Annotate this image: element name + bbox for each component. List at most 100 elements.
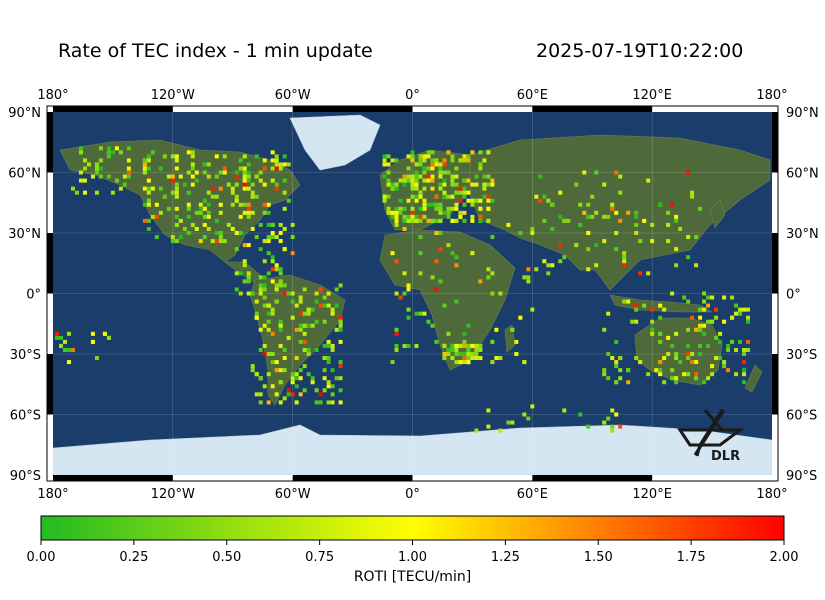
roti-cell [126, 158, 131, 163]
roti-cell [442, 210, 447, 215]
roti-cell [62, 347, 67, 352]
landmasses [53, 114, 772, 475]
roti-cell [206, 174, 211, 179]
roti-cell [458, 360, 463, 365]
roti-cell [250, 194, 255, 199]
roti-cell [294, 384, 299, 389]
lat-tick-right: 90°N [786, 106, 819, 121]
roti-cell [454, 263, 459, 268]
roti-cell [518, 231, 523, 235]
roti-cell [294, 356, 299, 361]
roti-cell [474, 198, 479, 203]
lon-tick-top: 120°E [632, 88, 672, 103]
roti-cell [698, 206, 703, 211]
roti-cell [66, 347, 71, 352]
roti-cell [266, 210, 271, 215]
roti-cell [274, 368, 279, 373]
roti-cell [170, 239, 175, 244]
roti-cell [258, 347, 263, 352]
roti-cell [394, 343, 399, 348]
roti-cell [274, 267, 279, 272]
roti-cell [486, 174, 491, 179]
roti-cell [710, 372, 715, 377]
roti-cell [658, 303, 663, 308]
roti-cell [258, 170, 263, 175]
roti-cell [622, 251, 627, 256]
roti-cell [426, 319, 431, 324]
roti-cell [190, 174, 195, 179]
roti-cell [470, 198, 475, 203]
roti-cell [154, 214, 159, 219]
roti-cell [462, 178, 467, 183]
roti-cell [574, 243, 579, 248]
roti-cell [586, 231, 591, 235]
roti-cell [402, 343, 407, 348]
roti-cell [662, 380, 667, 385]
roti-cell [586, 202, 591, 207]
graticule [53, 112, 772, 475]
roti-cell [698, 343, 703, 348]
roti-cell [406, 343, 411, 348]
roti-cell [398, 295, 403, 300]
roti-cell [326, 384, 331, 389]
roti-cell [246, 174, 251, 179]
roti-cell [330, 311, 335, 316]
roti-cell [486, 150, 491, 155]
roti-cell [282, 206, 287, 211]
roti-cell [606, 352, 611, 356]
roti-cell [262, 259, 267, 264]
roti-cell [634, 222, 639, 227]
roti-cell [302, 323, 307, 328]
roti-cell [98, 174, 103, 179]
roti-cell [686, 255, 691, 260]
roti-cell [522, 412, 527, 417]
roti-cell [538, 198, 543, 203]
roti-cell [186, 206, 191, 211]
roti-cell [674, 380, 679, 385]
roti-cell [470, 150, 475, 155]
roti-cell [690, 315, 695, 320]
roti-cell [686, 235, 691, 240]
roti-cell [238, 291, 243, 296]
roti-cell [666, 222, 671, 227]
roti-cell [298, 299, 303, 304]
roti-cell [426, 166, 431, 171]
roti-cell [394, 259, 399, 264]
roti-cell [450, 343, 455, 348]
roti-cell [486, 275, 491, 280]
roti-cell [478, 218, 483, 223]
roti-cell [426, 174, 431, 179]
roti-cell [410, 150, 415, 155]
roti-cell [218, 235, 223, 240]
roti-cell [398, 198, 403, 203]
roti-cell [302, 364, 307, 369]
roti-cell [182, 182, 187, 187]
roti-cell [402, 218, 407, 223]
roti-cell [414, 186, 419, 191]
roti-cell [622, 259, 627, 264]
roti-cell [258, 283, 263, 288]
roti-cell [394, 206, 399, 211]
roti-cell [690, 194, 695, 199]
roti-cell [234, 231, 239, 235]
roti-cell [670, 368, 675, 373]
roti-cell [174, 194, 179, 199]
roti-cell [674, 218, 679, 223]
roti-cell [186, 202, 191, 207]
roti-cell [602, 327, 607, 332]
colorbar-tick-label: 1.75 [677, 550, 706, 565]
roti-cell [326, 400, 331, 405]
colorbar-tick-label: 1.00 [398, 550, 427, 565]
roti-cell [602, 420, 607, 425]
roti-cell [82, 190, 87, 195]
roti-cell [422, 186, 427, 191]
roti-cell [206, 210, 211, 215]
roti-cell [430, 166, 435, 171]
roti-cell [386, 162, 391, 167]
roti-cell [530, 307, 535, 312]
roti-cell [506, 420, 511, 425]
roti-cell [490, 198, 495, 203]
roti-cell [338, 360, 343, 365]
roti-cell [306, 347, 311, 352]
roti-cell [562, 218, 567, 223]
